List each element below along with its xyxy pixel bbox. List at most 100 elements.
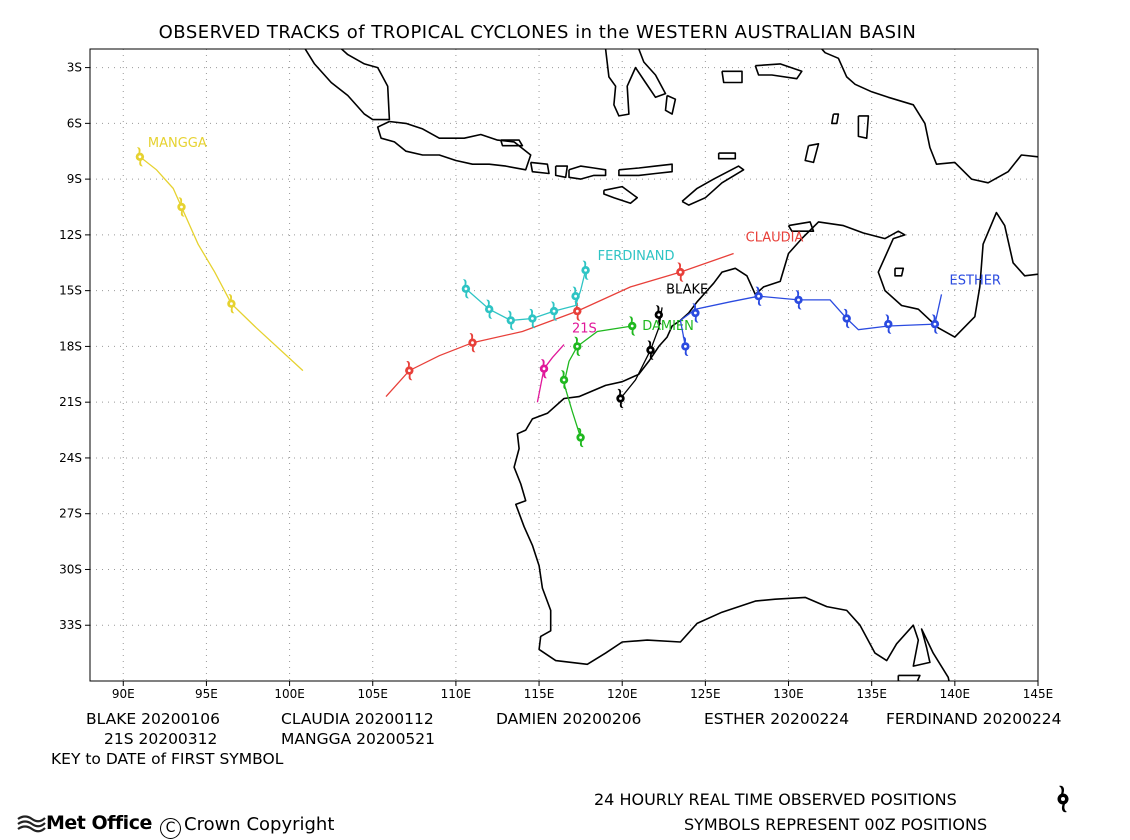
y-tick-label: 33S	[59, 618, 82, 632]
track-blake: BLAKE	[616, 282, 708, 409]
coast-aru	[857, 115, 870, 139]
cyclone-position-marker	[468, 333, 477, 353]
cyclone-symbol-icon	[1057, 785, 1069, 813]
cyclone-position-marker	[528, 308, 537, 329]
copyright-notice: C Crown Copyright	[160, 814, 334, 839]
legend-damien: DAMIEN 20200206	[496, 710, 642, 728]
legend-21s: 21S 20200312	[104, 730, 218, 748]
x-tick-label: 100E	[274, 687, 305, 701]
coast-sulawesi-south	[604, 49, 667, 117]
coast-sumbawa	[568, 165, 607, 180]
y-tick-label: 24S	[59, 451, 82, 465]
track-line	[536, 344, 565, 403]
cyclone-position-marker	[581, 260, 590, 280]
coast-kangaroo-island	[897, 674, 921, 681]
y-tick-label: 15S	[59, 284, 82, 298]
coastlines	[304, 49, 1038, 681]
track-label: BLAKE	[666, 282, 708, 297]
map-title: OBSERVED TRACKS of TROPICAL CYCLONES in …	[158, 22, 917, 43]
legend-esther: ESTHER 20200224	[704, 710, 850, 728]
copyright-text: Crown Copyright	[184, 814, 335, 835]
cyclone-position-marker	[571, 286, 580, 306]
cyclone-position-marker	[681, 336, 690, 357]
track-esther: ESTHER	[679, 273, 1001, 357]
coast-wetar	[717, 152, 737, 160]
track-line	[563, 325, 633, 438]
cyclone-position-marker	[177, 197, 186, 217]
cyclone-position-marker	[676, 262, 685, 282]
coast-tanimbar	[804, 143, 820, 164]
x-tick-label: 105E	[357, 687, 388, 701]
coast-buton	[664, 94, 677, 115]
x-tick-label: 115E	[524, 687, 555, 701]
y-tick-label: 6S	[67, 116, 82, 130]
track-21s: 21S	[536, 322, 597, 403]
coast-seram	[754, 63, 803, 80]
plot-frame	[89, 48, 1039, 682]
track-line	[679, 294, 943, 347]
track-claudia: CLAUDIA	[385, 230, 804, 398]
y-tick-label: 9S	[67, 172, 82, 186]
coast-kai	[831, 113, 840, 125]
cyclone-position-marker	[461, 279, 471, 299]
coast-timor	[681, 165, 745, 206]
cyclone-position-marker	[646, 340, 655, 360]
track-line	[465, 270, 587, 322]
coast-java	[376, 120, 532, 171]
y-tick-label: 3S	[67, 61, 82, 75]
footer-positions-note: 24 HOURLY REAL TIME OBSERVED POSITIONS	[594, 790, 957, 809]
cyclone-position-marker	[559, 370, 569, 390]
met-office-waves-icon	[17, 815, 46, 833]
longitude-axis: 90E 95E 100E 105E 110E 115E 120E 125E 130E 135E 14…	[112, 681, 1053, 701]
cyclone-position-marker	[549, 301, 559, 321]
cyclone-tracks: MANGGA CLAUDIA FERDINAND BLAKE DAMIEN 21S ESTH…	[135, 136, 1001, 448]
cyclone-position-marker	[884, 314, 893, 334]
y-tick-label: 30S	[59, 562, 82, 576]
cyclone-position-marker	[539, 359, 549, 379]
coast-flores	[618, 163, 673, 177]
track-label: DAMIEN	[642, 319, 694, 334]
y-tick-label: 12S	[59, 228, 82, 242]
legend-blake: BLAKE 20200106	[86, 710, 221, 728]
track-label: CLAUDIA	[746, 230, 804, 245]
copyright-icon: C	[160, 818, 181, 839]
cyclone-position-marker	[485, 299, 494, 319]
x-tick-label: 145E	[1023, 687, 1054, 701]
cyclone-position-marker	[576, 427, 585, 448]
y-tick-label: 18S	[59, 339, 82, 353]
track-label: 21S	[572, 322, 597, 337]
x-tick-label: 95E	[195, 687, 218, 701]
latitude-axis: 3S 6S 9S 12S 15S 18S 21S 24S 27S 30S 33S	[59, 61, 90, 632]
track-label: ESTHER	[950, 273, 1001, 288]
met-office-logo: Met Office	[16, 812, 152, 834]
x-tick-label: 120E	[607, 687, 638, 701]
cyclone-position-marker	[573, 336, 582, 357]
cyclone-position-marker	[794, 290, 803, 310]
x-tick-label: 110E	[441, 687, 472, 701]
coast-sumatra	[304, 49, 391, 121]
cyclone-position-marker	[930, 314, 940, 334]
legend-ferdinand: FERDINAND 20200224	[886, 710, 1062, 728]
x-tick-label: 90E	[112, 687, 135, 701]
x-tick-label: 140E	[940, 687, 971, 701]
cyclone-position-marker	[135, 147, 145, 167]
x-tick-label: 130E	[773, 687, 804, 701]
map-grid	[90, 49, 1038, 681]
coast-sumba	[603, 185, 638, 205]
cyclone-position-marker	[506, 310, 515, 331]
coast-bali	[529, 161, 550, 175]
legend-key: KEY to DATE of FIRST SYMBOL	[51, 750, 284, 768]
cyclone-position-marker	[227, 294, 236, 314]
coast-lombok	[554, 165, 569, 179]
legend-mangga: MANGGA 20200521	[281, 730, 436, 748]
coast-groote-eylandt	[894, 267, 905, 277]
cyclone-position-marker	[691, 303, 700, 323]
brand-name: Met Office	[46, 812, 152, 834]
cyclone-position-marker	[616, 388, 625, 409]
y-tick-label: 27S	[59, 507, 82, 521]
cyclone-position-marker	[654, 305, 663, 325]
x-tick-label: 135E	[856, 687, 887, 701]
cyclone-position-marker	[405, 360, 414, 381]
cyclone-position-marker	[628, 316, 637, 336]
